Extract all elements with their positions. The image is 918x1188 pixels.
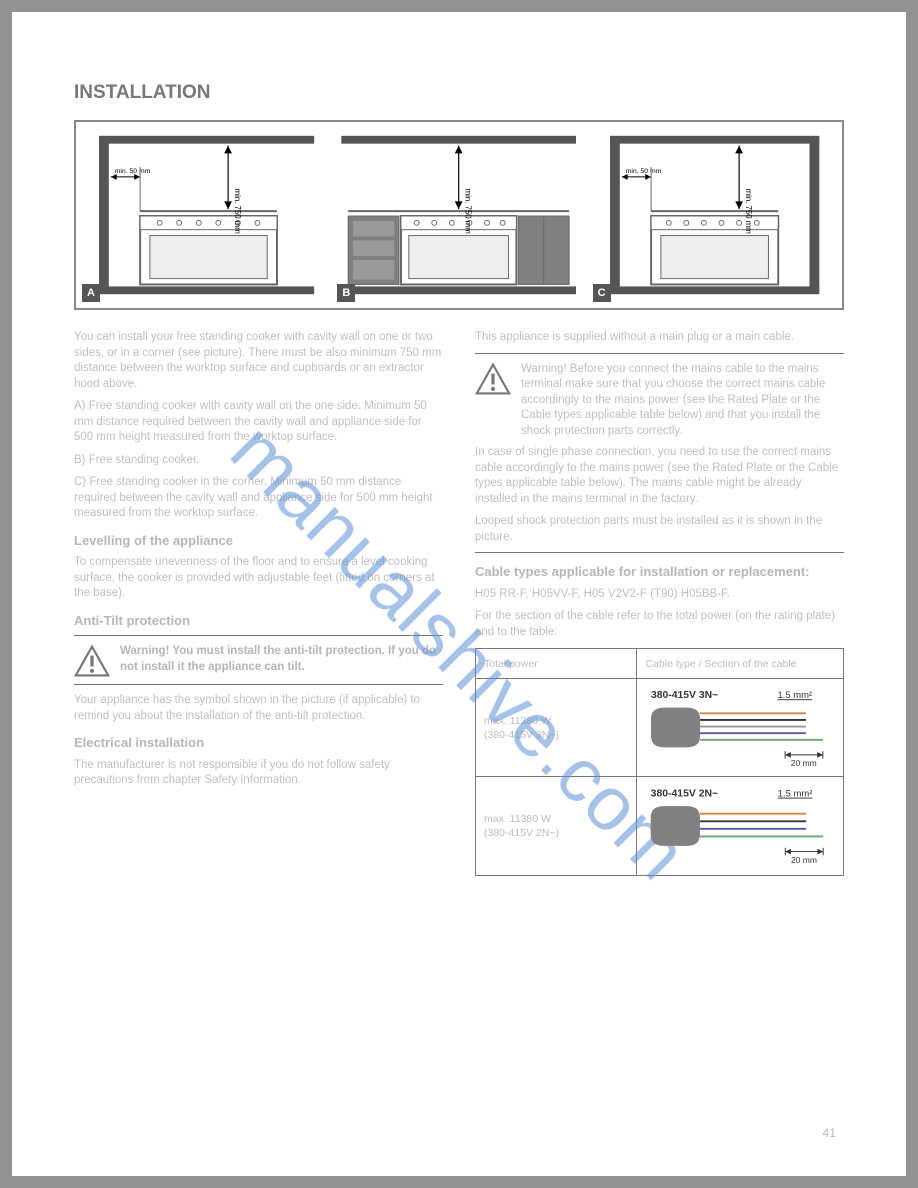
cable-row-3n-power: max. 11380 W	[484, 714, 628, 728]
antitilt-warning-text: Warning! You must install the anti-tilt …	[120, 644, 443, 675]
cable-table-header: Total power Cable type / Section of the …	[476, 649, 843, 679]
content-columns: You can install your free standing cooke…	[74, 330, 844, 876]
svg-text:min. 750 mm: min. 750 mm	[744, 189, 753, 234]
antitilt-warning-body: Warning! You must install the anti-tilt …	[120, 645, 436, 673]
mains-warning: Warning! Before you connect the mains ca…	[475, 362, 844, 440]
svg-text:20 mm: 20 mm	[791, 855, 817, 865]
page-title: INSTALLATION	[74, 82, 844, 104]
cable-row-2n-left: max. 11380 W (380-415V 2N~)	[476, 777, 637, 875]
diagram-label-b: B	[337, 284, 355, 302]
single-phase-text: In case of single phase connection, you …	[475, 445, 844, 507]
diagram-label-a: A	[82, 284, 100, 302]
document-page: manualshive.com INSTALLATION	[12, 12, 906, 1176]
diagram-b-svg: min. 750 mm	[335, 128, 582, 304]
antitilt-warning: Warning! You must install the anti-tilt …	[74, 644, 443, 678]
option-c-text: C) Free standing cooker in the corner. M…	[74, 475, 443, 522]
cable-table: Total power Cable type / Section of the …	[475, 648, 844, 876]
svg-text:min. 50 mm: min. 50 mm	[115, 168, 151, 175]
antitilt-note: Your appliance has the symbol shown in t…	[74, 693, 443, 724]
page-number: 41	[823, 1126, 836, 1140]
divider	[74, 684, 443, 685]
intro-text: You can install your free standing cooke…	[74, 330, 443, 392]
supplied-without-text: This appliance is supplied without a mai…	[475, 330, 844, 346]
cable-row-2n: max. 11380 W (380-415V 2N~) 380-415V 2N~…	[476, 777, 843, 875]
svg-text:min. 750 mm: min. 750 mm	[464, 189, 473, 234]
cable-header-left: Total power	[476, 649, 637, 678]
antitilt-heading: Anti-Tilt protection	[74, 612, 443, 630]
warning-icon	[475, 362, 511, 396]
svg-text:min. 750 mm: min. 750 mm	[233, 189, 242, 234]
diagram-cell-c: min. 750 mm min. 50 mm C	[591, 128, 838, 304]
electrical-heading: Electrical installation	[74, 734, 443, 752]
diagram-a-svg: min. 750 mm min. 50 mm	[80, 128, 327, 304]
cable-row-2n-volt: (380-415V 2N~)	[484, 826, 628, 840]
warning-icon	[74, 644, 110, 678]
levelling-text: To compensate unevenness of the floor an…	[74, 555, 443, 602]
svg-text:1.5 mm²: 1.5 mm²	[778, 691, 813, 702]
left-column: You can install your free standing cooke…	[74, 330, 443, 876]
svg-text:380-415V 2N~: 380-415V 2N~	[651, 789, 718, 800]
svg-text:380-415V 3N~: 380-415V 3N~	[651, 691, 718, 702]
levelling-heading: Levelling of the appliance	[74, 532, 443, 550]
svg-text:20 mm: 20 mm	[791, 759, 817, 769]
shock-text: Looped shock protection parts must be in…	[475, 514, 844, 545]
cable-row-3n: max. 11380 W (380-415V 3N~) 380-415V 3N~…	[476, 679, 843, 777]
cable-row-3n-diagram: 380-415V 3N~ 1.5 mm²	[637, 679, 843, 776]
diagram-cell-b: min. 750 mm B	[335, 128, 582, 304]
right-column: This appliance is supplied without a mai…	[475, 330, 844, 876]
electrical-text: The manufacturer is not responsible if y…	[74, 758, 443, 789]
installation-diagram: min. 750 mm min. 50 mm A	[74, 120, 844, 310]
divider	[74, 635, 443, 636]
cable-types-text: H05 RR-F, H05VV-F, H05 V2V2-F (T90) H05B…	[475, 587, 844, 603]
cable-row-3n-left: max. 11380 W (380-415V 3N~)	[476, 679, 637, 776]
cable-row-3n-volt: (380-415V 3N~)	[484, 728, 628, 742]
option-a-text: A) Free standing cooker with cavity wall…	[74, 399, 443, 446]
diagram-cell-a: min. 750 mm min. 50 mm A	[80, 128, 327, 304]
cable-types-heading: Cable types applicable for installation …	[475, 563, 844, 581]
option-b-text: B) Free standing cooker.	[74, 453, 443, 469]
mains-warning-text: Warning! Before you connect the mains ca…	[521, 362, 844, 440]
divider	[475, 353, 844, 354]
diagram-label-c: C	[593, 284, 611, 302]
cable-row-2n-power: max. 11380 W	[484, 812, 628, 826]
svg-text:1.5 mm²: 1.5 mm²	[778, 789, 813, 800]
cable-row-2n-diagram: 380-415V 2N~ 1.5 mm² 2	[637, 777, 843, 875]
diagram-c-svg: min. 750 mm min. 50 mm	[591, 128, 838, 304]
cable-section-text: For the section of the cable refer to th…	[475, 609, 844, 640]
divider	[475, 552, 844, 553]
svg-text:min. 50 mm: min. 50 mm	[625, 168, 661, 175]
cable-header-right: Cable type / Section of the cable	[637, 649, 843, 678]
